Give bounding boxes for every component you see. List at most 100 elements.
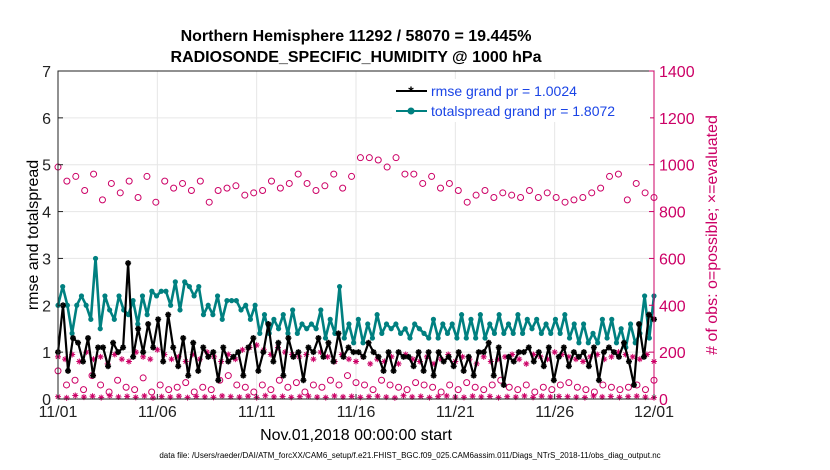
rmse-point-stroke — [380, 368, 387, 374]
obs-possible-point — [579, 194, 587, 202]
totalspread-point — [69, 330, 75, 336]
rmse-point-stroke — [205, 354, 211, 360]
obs-possible-point — [561, 198, 569, 206]
rmse-point — [445, 353, 452, 360]
rmse-point-stroke — [621, 340, 627, 346]
rmse-point-stroke — [445, 354, 452, 360]
obs-possible-point — [335, 381, 343, 389]
rmse-point — [395, 349, 402, 356]
obs-possible-point — [179, 179, 187, 187]
legend-box — [392, 79, 650, 122]
rmse-point — [505, 353, 512, 360]
obs-evaluated-point — [331, 392, 338, 399]
totalspread-point — [388, 326, 394, 332]
rmse-point-stroke — [340, 354, 347, 360]
rmse-point — [535, 349, 542, 356]
obs-evaluated-stroke — [331, 393, 337, 399]
obs-evaluated-stroke — [72, 393, 78, 398]
totalspread-point — [261, 312, 268, 318]
chart-title-line-2: RADIOSONDE_SPECIFIC_HUMIDITY @ 1000 hPa — [171, 49, 542, 66]
rmse-point — [210, 349, 217, 356]
obs-evaluated-stroke — [470, 393, 476, 399]
totalspread-point — [449, 321, 455, 327]
totalspread-point — [477, 312, 483, 318]
rmse-point-stroke — [260, 349, 267, 355]
obs-possible-point — [607, 383, 615, 391]
rmse-point-stroke — [576, 354, 582, 360]
rmse-point-stroke — [105, 363, 111, 369]
obs-evaluated-point — [607, 393, 614, 400]
obs-possible-point — [454, 386, 462, 394]
rmse-point — [350, 349, 357, 356]
obs-evaluated-point — [516, 356, 523, 363]
obs-evaluated-point — [140, 353, 147, 360]
obs-evaluated-point — [443, 392, 450, 399]
obs-evaluated-stroke — [346, 356, 352, 362]
rmse-point — [510, 358, 517, 365]
obs-possible-point — [395, 383, 403, 391]
obs-evaluated-stroke — [193, 393, 199, 399]
totalspread-point — [369, 335, 376, 341]
totalspread-point — [440, 321, 446, 327]
rmse-point — [315, 335, 322, 342]
rmse-point-stroke — [355, 349, 362, 355]
obs-possible-point — [81, 186, 89, 194]
rmse-point-stroke — [496, 344, 502, 351]
rmse-point-stroke — [541, 363, 547, 369]
rmse-point-stroke — [80, 358, 86, 365]
obs-possible-point — [232, 182, 240, 190]
totalspread-point — [505, 321, 512, 327]
rmse-point — [645, 311, 652, 318]
rmse-point-stroke — [596, 377, 602, 383]
obs-possible-point — [301, 388, 309, 396]
rmse-point-stroke — [450, 363, 457, 369]
legend-spread-label: totalspread grand pr = 1.8072 — [431, 103, 615, 119]
rmse-point — [185, 372, 192, 379]
obs-evaluated-stroke — [478, 394, 484, 400]
totalspread-point — [191, 293, 197, 299]
left-tick-label: 0 — [42, 392, 51, 409]
rmse-point-stroke — [65, 368, 71, 374]
obs-possible-point — [539, 383, 547, 391]
right-tick-label: 600 — [659, 251, 686, 268]
totalspread-point — [214, 293, 221, 299]
totalspread-point — [135, 321, 141, 327]
rmse-point-stroke — [536, 349, 542, 355]
obs-possible-point — [582, 386, 590, 394]
totalspread-point — [426, 335, 432, 341]
totalspread-point — [130, 298, 136, 304]
obs-evaluated-stroke — [504, 394, 510, 400]
totalspread-point — [252, 302, 258, 308]
obs-possible-point — [161, 177, 169, 185]
right-tick-label: 1200 — [659, 111, 695, 128]
rmse-point — [155, 316, 162, 323]
rmse-point — [130, 353, 137, 360]
rmse-point-stroke — [370, 349, 377, 355]
totalspread-point — [463, 335, 469, 341]
rmse-point-stroke — [190, 340, 196, 346]
totalspread-point — [219, 316, 225, 322]
rmse-point-stroke — [145, 321, 151, 327]
rmse-point-stroke — [586, 363, 592, 369]
obs-evaluated-stroke — [599, 394, 605, 400]
obs-possible-point — [339, 184, 347, 192]
totalspread-point — [341, 335, 347, 341]
obs-possible-point — [383, 163, 391, 171]
totalspread-point — [233, 298, 239, 304]
rmse-point — [580, 349, 587, 356]
rmse-point — [335, 330, 342, 337]
obs-evaluated-point — [124, 393, 131, 400]
rmse-point — [265, 321, 272, 328]
rmse-point-stroke — [300, 377, 307, 383]
rmse-point — [420, 367, 427, 374]
rmse-point — [530, 358, 537, 365]
obs-evaluated-stroke — [435, 394, 441, 400]
obs-possible-point — [173, 383, 181, 391]
rmse-point-stroke — [285, 335, 292, 341]
rmse-point — [475, 349, 482, 356]
rmse-point-stroke — [275, 340, 282, 346]
totalspread-point — [515, 312, 521, 318]
totalspread-point — [88, 316, 94, 322]
obs-evaluated-point — [305, 393, 312, 400]
rmse-point — [525, 344, 532, 351]
